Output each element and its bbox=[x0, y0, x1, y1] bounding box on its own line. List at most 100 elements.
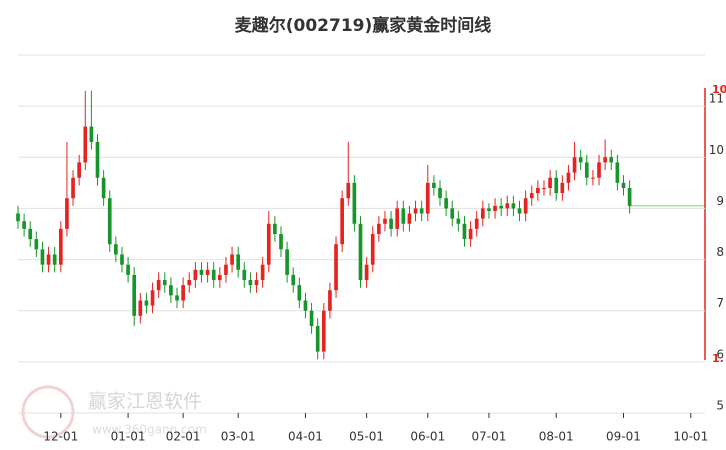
candle-body bbox=[584, 162, 589, 178]
candle-body bbox=[303, 300, 308, 311]
candle-body bbox=[254, 280, 259, 286]
candle-body bbox=[444, 198, 448, 209]
candle-body bbox=[217, 274, 222, 281]
candle-body bbox=[383, 218, 387, 224]
x-tick-label: 05-01 bbox=[349, 430, 384, 444]
candle-body bbox=[499, 205, 504, 209]
candle-body bbox=[28, 228, 33, 240]
candle-body bbox=[456, 218, 461, 224]
candle-body bbox=[138, 300, 143, 316]
candle-body bbox=[65, 198, 69, 229]
candle-body bbox=[89, 126, 94, 142]
candle-body bbox=[169, 285, 173, 296]
candle-body bbox=[450, 208, 455, 219]
candle-body bbox=[40, 249, 45, 265]
y-tick-label: 11 bbox=[709, 92, 724, 106]
candle-body bbox=[144, 300, 149, 306]
x-tick-label: 12-01 bbox=[43, 430, 78, 444]
candle-body bbox=[181, 285, 185, 301]
candle-body bbox=[107, 198, 112, 245]
candle-body bbox=[474, 218, 479, 229]
candle-body bbox=[224, 264, 228, 275]
candle-body bbox=[591, 177, 595, 179]
candle-body bbox=[542, 187, 546, 189]
candle-body bbox=[352, 182, 357, 224]
candle-body bbox=[187, 280, 192, 286]
candle-body bbox=[205, 269, 210, 275]
candle-body bbox=[242, 269, 247, 281]
candle-body bbox=[279, 234, 283, 250]
candle-body bbox=[627, 187, 632, 206]
candle-body bbox=[120, 254, 124, 265]
candle-body bbox=[273, 223, 277, 234]
candle-body bbox=[199, 269, 204, 275]
candle-body bbox=[211, 269, 216, 281]
candle-body bbox=[401, 208, 406, 224]
watermark-logo bbox=[21, 385, 75, 439]
candle-body bbox=[16, 213, 20, 222]
candle-body bbox=[156, 280, 161, 291]
chart-title: 麦趣尔(002719)赢家黄金时间线 bbox=[235, 15, 492, 36]
candle-body bbox=[395, 208, 400, 229]
candle-body bbox=[425, 182, 430, 214]
candle-body bbox=[193, 269, 198, 281]
candle-body bbox=[101, 177, 106, 199]
candle-body bbox=[77, 162, 81, 178]
candle-body bbox=[309, 310, 314, 327]
x-tick-label: 02-01 bbox=[166, 430, 201, 444]
candle-body bbox=[291, 274, 296, 286]
candle-body bbox=[548, 177, 552, 188]
candle-body bbox=[334, 244, 338, 291]
x-tick-label: 07-01 bbox=[472, 430, 507, 444]
x-tick-label: 01-01 bbox=[111, 430, 146, 444]
candle-body bbox=[572, 157, 577, 173]
candle-body bbox=[236, 254, 241, 270]
candle-body bbox=[609, 157, 614, 163]
x-tick-label: 10-01 bbox=[673, 430, 708, 444]
candle-body bbox=[407, 213, 412, 224]
candle-body bbox=[114, 244, 118, 255]
candle-body bbox=[578, 157, 583, 163]
candle-body bbox=[413, 208, 418, 214]
candle-body bbox=[615, 162, 620, 183]
candle-body bbox=[328, 290, 332, 311]
x-tick-label: 03-01 bbox=[221, 430, 256, 444]
candle-body bbox=[438, 187, 442, 199]
candle-body bbox=[419, 208, 424, 214]
candle-body bbox=[22, 221, 26, 229]
candle-body bbox=[597, 162, 601, 178]
watermark: 赢家江恩软件 bbox=[88, 391, 202, 413]
candle-body bbox=[523, 198, 528, 214]
candle-body bbox=[358, 223, 363, 281]
candle-body bbox=[175, 295, 179, 301]
y-tick-label: 6 bbox=[716, 347, 724, 361]
x-tick-label: 04-01 bbox=[288, 430, 323, 444]
candle-body bbox=[260, 264, 265, 281]
candle-body bbox=[462, 223, 467, 240]
candle-body bbox=[493, 205, 497, 211]
candle-body bbox=[468, 228, 473, 240]
candle-body bbox=[321, 310, 326, 352]
candle-body bbox=[71, 177, 75, 199]
candle-body bbox=[58, 228, 63, 265]
candle-body bbox=[315, 326, 320, 352]
candle-body bbox=[536, 187, 540, 194]
candle-body bbox=[480, 208, 485, 219]
candle-body bbox=[162, 280, 167, 286]
candle-body bbox=[285, 249, 289, 275]
candle-body bbox=[266, 223, 271, 265]
candle-body bbox=[621, 182, 626, 188]
candle-body bbox=[126, 264, 130, 275]
candle-body bbox=[370, 234, 375, 265]
candle-body bbox=[560, 182, 565, 194]
candle-body bbox=[150, 290, 155, 306]
candle-body bbox=[389, 218, 393, 229]
candle-body bbox=[432, 182, 436, 188]
watermark-url: www.360gann.com bbox=[92, 423, 207, 437]
y-tick-label: 8 bbox=[716, 245, 724, 259]
candle-body bbox=[566, 172, 571, 183]
candle-body bbox=[487, 208, 491, 211]
candle-body bbox=[230, 254, 234, 265]
annotation: 1. bbox=[712, 352, 724, 365]
